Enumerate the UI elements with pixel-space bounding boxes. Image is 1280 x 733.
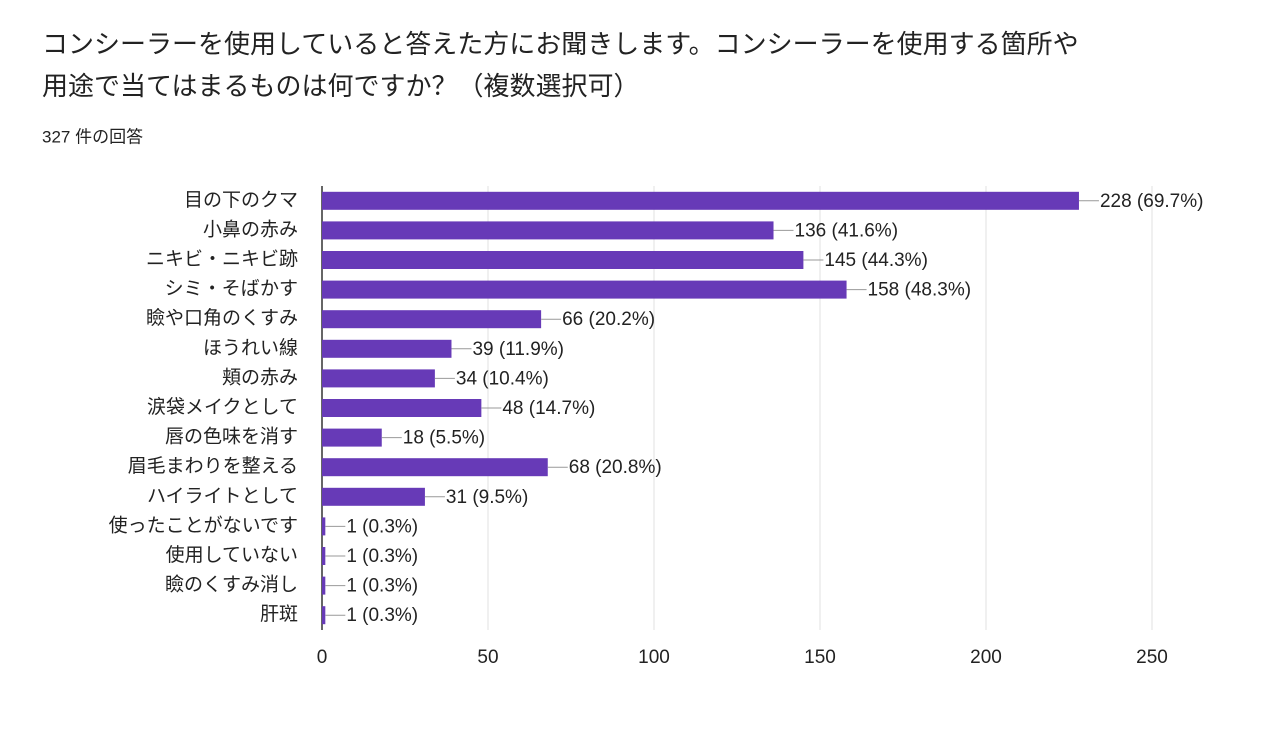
y-tick-label: 使ったことがないです — [109, 514, 298, 536]
y-tick-label: 眉毛まわりを整える — [128, 455, 298, 477]
data-label: 1 (0.3%) — [346, 516, 418, 537]
x-tick-label: 0 — [317, 647, 328, 668]
chart-title: 用途で当てはまるものは何ですか？（複数選択可） — [42, 71, 639, 101]
y-tick-label: 涙袋メイクとして — [147, 395, 298, 418]
y-tick-label: 目の下のクマ — [184, 189, 298, 211]
y-tick-label: ハイライトとして — [147, 486, 298, 507]
data-label: 66 (20.2%) — [562, 309, 655, 330]
bar — [322, 606, 326, 625]
data-label: 34 (10.4%) — [456, 368, 549, 389]
bar — [322, 517, 326, 536]
data-label: 31 (9.5%) — [446, 487, 528, 508]
bar — [322, 399, 482, 417]
y-tick-label: ニキビ・ニキビ跡 — [146, 248, 298, 270]
bar — [322, 487, 425, 506]
bar — [322, 339, 452, 358]
y-tick-label: 瞼や口角のくすみ — [146, 307, 298, 329]
bar — [322, 251, 804, 269]
data-label: 158 (48.3%) — [868, 280, 972, 301]
bar — [322, 191, 1079, 210]
bar — [322, 458, 548, 477]
y-tick-label: 頬の赤み — [222, 366, 298, 388]
x-tick-label: 250 — [1136, 647, 1168, 668]
data-label: 48 (14.7%) — [502, 398, 595, 419]
y-tick-label: 小鼻の赤み — [203, 218, 298, 240]
y-tick-label: 肝斑 — [260, 603, 298, 625]
chart-title: コンシーラーを使用していると答えた方にお聞きします。コンシーラーを使用する箇所や — [42, 29, 1079, 59]
x-tick-label: 150 — [804, 647, 836, 668]
y-tick-label: シミ・そばかす — [165, 278, 298, 300]
x-tick-label: 100 — [638, 647, 670, 668]
bar — [322, 369, 435, 388]
data-label: 68 (20.8%) — [569, 457, 662, 478]
data-label: 1 (0.3%) — [346, 576, 418, 597]
data-label: 145 (44.3%) — [824, 250, 928, 271]
y-tick-label: 使用していない — [166, 544, 298, 566]
data-label: 136 (41.6%) — [795, 220, 899, 241]
chart-subtitle: 327 件の回答 — [42, 127, 143, 146]
bar — [322, 428, 382, 447]
data-label: 39 (11.9%) — [472, 339, 564, 360]
bar — [322, 310, 542, 329]
bar — [322, 547, 326, 565]
y-tick-label: ほうれい線 — [203, 337, 298, 359]
bar — [322, 221, 774, 240]
data-label: 1 (0.3%) — [346, 605, 418, 626]
data-label: 18 (5.5%) — [403, 428, 485, 449]
x-tick-label: 50 — [477, 647, 498, 668]
bar — [322, 576, 326, 595]
y-tick-label: 唇の色味を消す — [165, 426, 298, 448]
data-label: 228 (69.7%) — [1100, 191, 1204, 212]
data-label: 1 (0.3%) — [346, 546, 418, 567]
bar — [322, 280, 847, 299]
y-tick-label: 瞼のくすみ消し — [165, 574, 298, 596]
x-tick-label: 200 — [970, 647, 1002, 668]
